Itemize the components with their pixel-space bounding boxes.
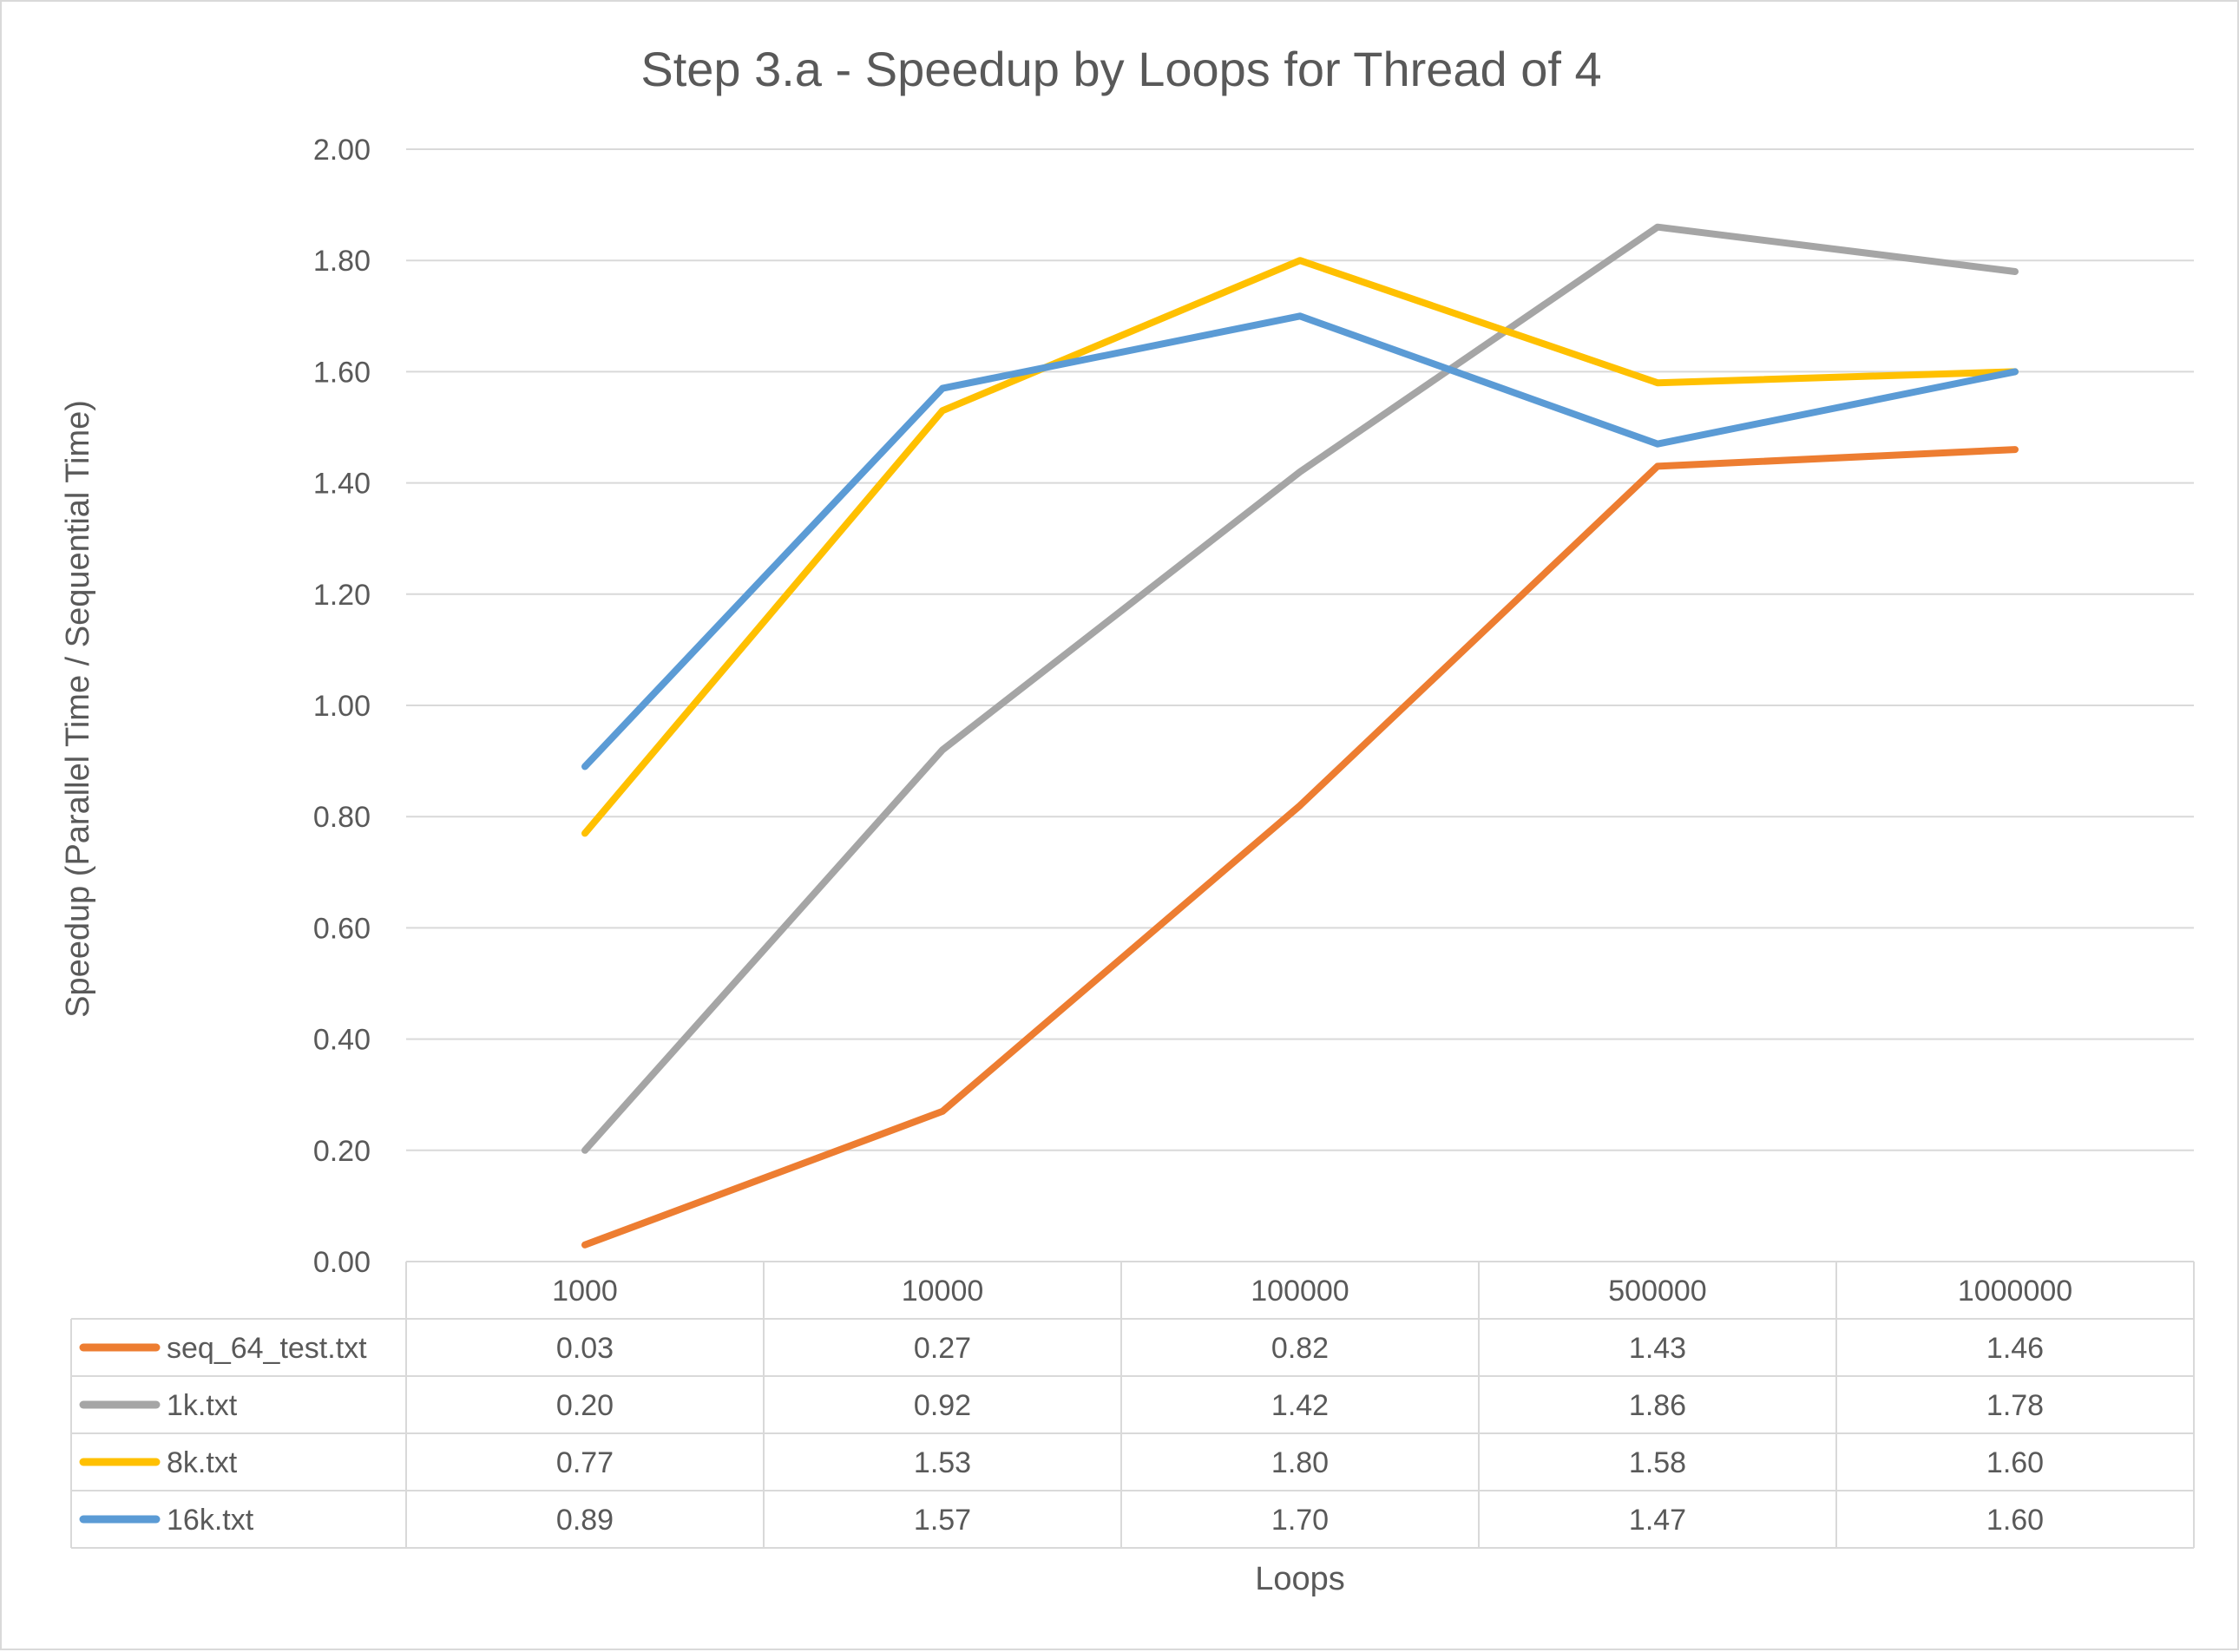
data-table-value: 1.80 <box>1271 1446 1329 1479</box>
y-tick-label: 2.00 <box>313 134 371 167</box>
series-line <box>581 257 2019 837</box>
data-table-value: 0.92 <box>914 1389 971 1422</box>
data-table-value: 1.78 <box>1986 1389 2044 1422</box>
data-table-value: 1.86 <box>1629 1389 1686 1422</box>
y-tick-label: 1.40 <box>313 468 371 501</box>
y-tick-label: 0.20 <box>313 1135 371 1168</box>
series-lines <box>581 223 2019 1249</box>
x-category-label: 100000 <box>1251 1275 1349 1308</box>
data-table-value: 1.46 <box>1986 1332 2044 1365</box>
series-line <box>581 312 2019 770</box>
y-tick-label: 0.40 <box>313 1024 371 1057</box>
data-table-value: 1.42 <box>1271 1389 1329 1422</box>
y-tick-label: 1.00 <box>313 690 371 723</box>
x-category-label: 500000 <box>1608 1275 1706 1308</box>
legend-label: 16k.txt <box>167 1504 254 1537</box>
data-table-value: 1.53 <box>914 1446 971 1479</box>
y-axis-ticks: 0.00 0.20 0.40 0.60 0.80 1.00 1.20 1.40 1.60 1.80… <box>313 134 371 1279</box>
data-table-value: 1.47 <box>1629 1504 1686 1537</box>
data-table-value: 0.27 <box>914 1332 971 1365</box>
legend-label: 1k.txt <box>167 1389 238 1422</box>
data-table-value: 1.60 <box>1986 1504 2044 1537</box>
y-tick-label: 0.60 <box>313 912 371 945</box>
series-line <box>581 223 2019 1154</box>
chart-title: Step 3.a - Speedup by Loops for Thread o… <box>640 42 1601 96</box>
series-line <box>581 446 2019 1249</box>
legend-label: 8k.txt <box>167 1446 238 1479</box>
data-table-value: 1.57 <box>914 1504 971 1537</box>
data-table-value: 1.60 <box>1986 1446 2044 1479</box>
data-table-value: 0.82 <box>1271 1332 1329 1365</box>
x-category-label: 1000 <box>552 1275 618 1308</box>
x-category-label: 1000000 <box>1958 1275 2072 1308</box>
x-category-label: 10000 <box>902 1275 984 1308</box>
legend-label: seq_64_test.txt <box>167 1332 367 1365</box>
y-tick-label: 1.80 <box>313 245 371 278</box>
data-table-value: 1.58 <box>1629 1446 1686 1479</box>
data-table-value: 0.03 <box>556 1332 614 1365</box>
data-table: 1000 10000 100000 500000 1000000 seq_64_test.… <box>70 1261 2195 1549</box>
y-tick-label: 1.20 <box>313 579 371 612</box>
data-table-value: 1.43 <box>1629 1332 1686 1365</box>
data-table-value: 0.89 <box>556 1504 614 1537</box>
y-tick-label: 0.80 <box>313 801 371 834</box>
data-table-value: 1.70 <box>1271 1504 1329 1537</box>
data-table-value: 0.77 <box>556 1446 614 1479</box>
gridlines <box>406 148 2194 1151</box>
y-tick-label: 0.00 <box>313 1246 371 1279</box>
x-axis-title: Loops <box>1255 1561 1345 1597</box>
data-table-value: 0.20 <box>556 1389 614 1422</box>
y-axis-title: Speedup (Parallel Time / Sequential Time… <box>60 400 96 1018</box>
y-tick-label: 1.60 <box>313 356 371 389</box>
